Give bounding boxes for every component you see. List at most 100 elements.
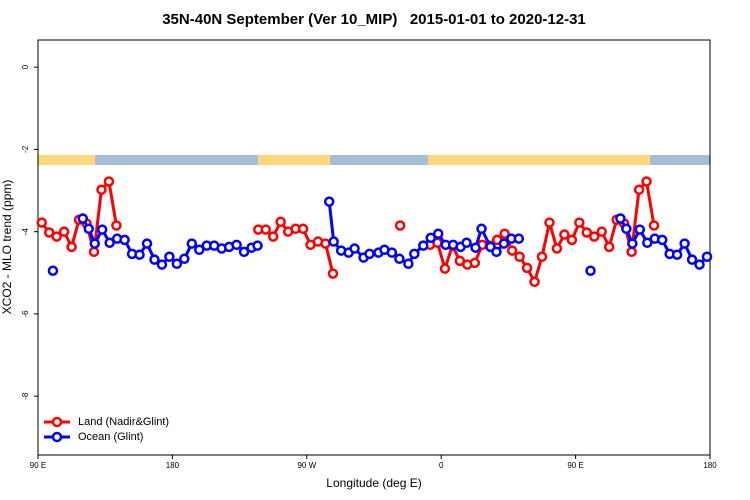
series bbox=[47, 196, 713, 276]
legend-label: Land (Nadir&Glint) bbox=[78, 416, 169, 428]
data-point bbox=[111, 220, 122, 231]
data-point bbox=[566, 234, 578, 246]
data-point bbox=[641, 176, 652, 187]
x-axis-label: Longitude (deg E) bbox=[326, 476, 421, 490]
data-point bbox=[581, 227, 593, 238]
data-point bbox=[694, 259, 705, 270]
data-point bbox=[589, 231, 600, 242]
data-point bbox=[386, 247, 398, 258]
legend-marker bbox=[51, 416, 63, 428]
data-point bbox=[679, 238, 690, 249]
data-point bbox=[514, 251, 525, 263]
data-point bbox=[51, 231, 62, 242]
data-point bbox=[656, 234, 668, 246]
data-point bbox=[633, 184, 645, 195]
data-point bbox=[103, 176, 115, 187]
data-point bbox=[701, 251, 713, 263]
data-point bbox=[491, 246, 502, 258]
data-point bbox=[686, 254, 698, 265]
y-tick-label: -4 bbox=[21, 228, 30, 236]
data-point bbox=[194, 244, 205, 256]
data-point bbox=[559, 229, 570, 240]
y-axis-label: XCO2 - MLO trend (ppm) bbox=[0, 180, 14, 315]
data-point bbox=[642, 237, 653, 249]
data-point bbox=[89, 238, 100, 249]
data-point bbox=[88, 246, 100, 258]
data-point bbox=[327, 268, 339, 279]
data-point bbox=[626, 246, 637, 258]
data-point bbox=[529, 276, 540, 288]
x-tick-label: 90 W bbox=[297, 461, 316, 470]
data-point bbox=[156, 259, 168, 270]
data-point bbox=[544, 217, 555, 228]
data-point bbox=[47, 265, 59, 276]
data-point bbox=[231, 239, 242, 251]
map-strip bbox=[38, 155, 710, 165]
data-point bbox=[671, 249, 683, 260]
legend-label: Ocean (Glint) bbox=[78, 431, 143, 443]
data-point bbox=[83, 223, 95, 235]
legend: Land (Nadir&Glint) Ocean (Glint) bbox=[44, 416, 169, 443]
data-point bbox=[119, 234, 130, 246]
data-point bbox=[58, 226, 70, 237]
data-point bbox=[36, 217, 47, 228]
data-point bbox=[149, 254, 160, 265]
x-tick-label: 90 E bbox=[567, 461, 583, 470]
data-point bbox=[536, 251, 548, 263]
series bbox=[36, 176, 660, 288]
series-line bbox=[327, 201, 519, 266]
x-tick-label: 180 bbox=[703, 461, 717, 470]
chart-title: 35N-40N September (Ver 10_MIP) 2015-01-0… bbox=[162, 11, 586, 28]
data-point bbox=[238, 246, 250, 258]
data-point bbox=[615, 213, 626, 224]
data-point bbox=[403, 258, 414, 269]
data-point bbox=[648, 220, 660, 231]
x-tick-label: 0 bbox=[439, 461, 444, 470]
data-point bbox=[104, 237, 115, 249]
data-point bbox=[179, 253, 190, 265]
y-tick-label: -8 bbox=[21, 392, 30, 400]
data-point bbox=[186, 238, 198, 249]
data-point bbox=[349, 243, 360, 254]
data-point bbox=[439, 263, 451, 274]
data-point bbox=[506, 245, 518, 256]
data-point bbox=[621, 223, 632, 235]
data-point bbox=[297, 223, 309, 235]
data-point bbox=[634, 224, 646, 235]
y-tick-label: -2 bbox=[21, 145, 30, 153]
data-point bbox=[627, 238, 638, 249]
data-point bbox=[77, 213, 89, 224]
data-point bbox=[134, 249, 145, 260]
data-point bbox=[551, 243, 563, 254]
legend-marker bbox=[51, 431, 63, 443]
data-point bbox=[469, 257, 481, 269]
data-point bbox=[574, 217, 585, 228]
data-point bbox=[513, 233, 525, 244]
data-point bbox=[328, 236, 339, 247]
y-tick-label: 0 bbox=[21, 64, 30, 69]
data-point bbox=[409, 248, 420, 260]
data-point bbox=[364, 248, 375, 260]
y-tick-label: -6 bbox=[21, 310, 30, 318]
data-point bbox=[461, 237, 472, 249]
data-point bbox=[164, 251, 175, 263]
data-point bbox=[252, 240, 263, 251]
data-point bbox=[498, 238, 510, 249]
data-point bbox=[418, 240, 429, 251]
data-point bbox=[470, 242, 481, 253]
data-point bbox=[521, 262, 533, 274]
data-point bbox=[585, 265, 596, 276]
data-point bbox=[323, 196, 335, 207]
x-tick-label: 180 bbox=[166, 461, 180, 470]
data-point bbox=[267, 231, 279, 242]
data-point bbox=[425, 232, 436, 244]
data-point bbox=[43, 227, 55, 238]
data-point bbox=[499, 228, 510, 239]
data-point bbox=[476, 223, 487, 235]
data-point bbox=[432, 228, 444, 239]
data-point bbox=[141, 238, 153, 249]
x-tick-label: 90 E bbox=[30, 461, 46, 470]
data-point bbox=[66, 241, 77, 253]
data-point bbox=[171, 258, 183, 269]
data-point bbox=[260, 224, 271, 235]
